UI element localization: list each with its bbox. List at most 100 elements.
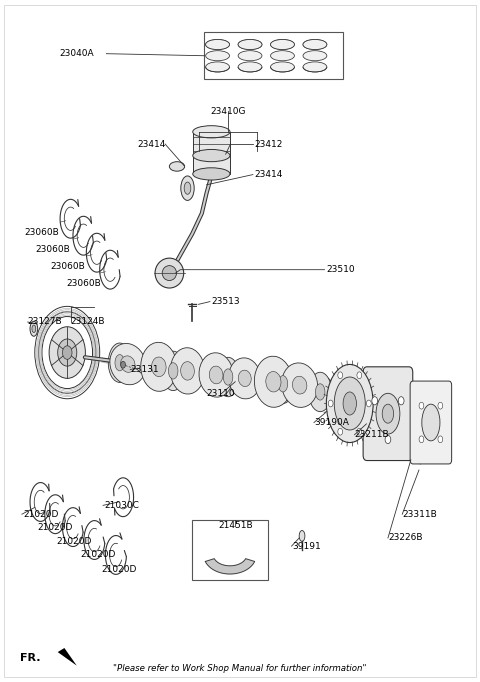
Ellipse shape [155,258,184,288]
Text: 21020D: 21020D [102,565,137,574]
Text: 21451B: 21451B [218,521,252,530]
Text: 23414: 23414 [138,140,166,149]
Text: 21020D: 21020D [37,523,72,532]
Ellipse shape [422,404,440,441]
Circle shape [338,372,343,379]
Circle shape [418,456,423,464]
Ellipse shape [168,363,178,379]
Text: 23040A: 23040A [60,49,95,58]
Text: 39190A: 39190A [314,418,349,427]
Text: 23060B: 23060B [36,245,71,254]
Ellipse shape [238,370,251,387]
Ellipse shape [271,50,294,61]
Circle shape [366,400,371,407]
Ellipse shape [205,40,229,50]
Text: 23131: 23131 [130,365,159,374]
FancyBboxPatch shape [192,520,268,580]
Text: 23060B: 23060B [67,279,102,288]
Ellipse shape [309,372,332,412]
Text: 23124B: 23124B [71,318,105,327]
Text: 23513: 23513 [211,297,240,306]
Text: 21020D: 21020D [80,550,116,559]
Text: 23127B: 23127B [28,318,62,327]
FancyBboxPatch shape [204,32,343,80]
Ellipse shape [216,357,240,397]
Text: 21020D: 21020D [23,509,58,519]
Circle shape [398,397,404,405]
Text: 21020D: 21020D [56,537,92,546]
Ellipse shape [238,40,262,50]
Ellipse shape [299,531,305,542]
Text: 23226B: 23226B [388,533,422,542]
Circle shape [338,428,343,435]
Ellipse shape [238,62,262,72]
Circle shape [438,402,443,409]
Circle shape [328,400,333,407]
Ellipse shape [334,377,365,430]
Ellipse shape [181,176,194,201]
Circle shape [58,339,77,366]
Ellipse shape [303,50,327,61]
Ellipse shape [193,149,230,162]
Ellipse shape [209,366,223,384]
Text: 23110: 23110 [206,389,235,398]
Ellipse shape [254,356,292,407]
Ellipse shape [170,348,204,394]
Ellipse shape [32,325,36,333]
Ellipse shape [223,369,233,385]
Text: FR.: FR. [20,653,40,663]
Ellipse shape [205,62,229,72]
Ellipse shape [238,40,262,50]
Circle shape [357,428,362,435]
Ellipse shape [272,364,294,404]
Ellipse shape [193,125,230,138]
Ellipse shape [282,363,318,407]
Ellipse shape [303,62,327,72]
Ellipse shape [205,50,229,61]
Text: 23060B: 23060B [24,228,59,237]
FancyBboxPatch shape [410,381,452,464]
Ellipse shape [162,265,177,280]
Ellipse shape [184,182,191,194]
Text: 39191: 39191 [292,542,321,550]
Text: 21030C: 21030C [104,501,139,510]
Ellipse shape [120,356,135,372]
Ellipse shape [271,40,294,50]
Text: 23211B: 23211B [355,430,389,439]
FancyBboxPatch shape [193,155,230,174]
Ellipse shape [180,361,194,380]
Ellipse shape [162,351,185,391]
Circle shape [419,436,424,443]
Text: 23412: 23412 [254,140,283,149]
Ellipse shape [238,50,262,61]
Ellipse shape [315,384,325,400]
Ellipse shape [271,62,294,72]
Text: 23060B: 23060B [50,262,85,271]
Ellipse shape [303,40,327,50]
Ellipse shape [110,344,146,385]
Ellipse shape [169,162,185,171]
Ellipse shape [303,40,327,50]
Ellipse shape [115,355,124,371]
Ellipse shape [382,404,394,424]
Ellipse shape [266,372,281,392]
Circle shape [357,372,362,379]
Text: 23414: 23414 [254,170,283,179]
Ellipse shape [205,40,229,50]
Ellipse shape [141,342,177,391]
FancyBboxPatch shape [193,132,230,155]
Ellipse shape [152,357,166,376]
Ellipse shape [271,40,294,50]
Ellipse shape [108,343,131,383]
Ellipse shape [193,168,230,180]
Ellipse shape [343,392,357,415]
Ellipse shape [30,321,37,336]
Circle shape [372,397,378,405]
Circle shape [438,436,443,443]
Polygon shape [205,559,255,574]
Ellipse shape [326,364,373,443]
Circle shape [49,327,85,379]
Circle shape [120,361,125,368]
Ellipse shape [278,376,288,392]
Circle shape [385,435,391,443]
